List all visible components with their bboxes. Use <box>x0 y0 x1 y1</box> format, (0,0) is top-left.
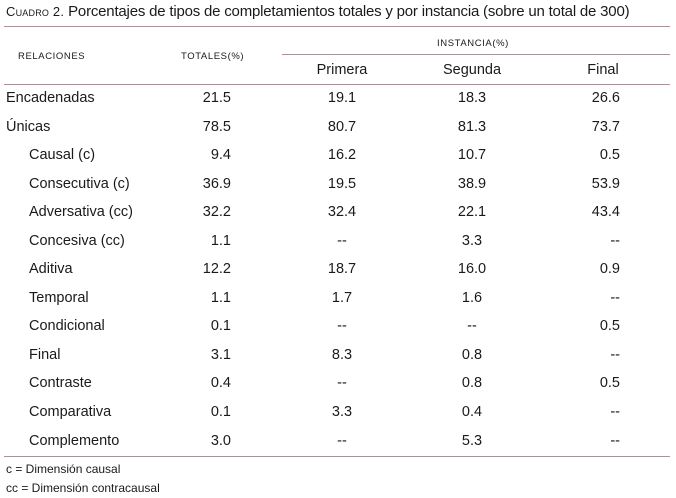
cell-segunda: 18.3 <box>457 90 487 106</box>
cell-total: 21.5 <box>202 90 231 106</box>
row-label: Causal (c) <box>29 147 96 164</box>
cell-segunda: 81.3 <box>457 118 487 135</box>
cell-total: 32.2 <box>202 204 231 221</box>
row-label: Consecutiva (c) <box>29 175 130 192</box>
cell-segunda: 16.0 <box>457 261 487 278</box>
row-label: Adversativa (cc) <box>29 204 133 221</box>
top-rule <box>4 26 670 27</box>
cell-primera: -- <box>337 375 347 392</box>
caption-label: Cuadro 2. <box>6 4 65 19</box>
cell-total: 78.5 <box>202 118 231 135</box>
cell-primera: -- <box>337 232 347 249</box>
table-row: Causal (c) 9.4 16.2 10.7 0.5 <box>0 143 676 172</box>
header-instancia: Instancia(%) <box>437 38 509 49</box>
cell-final: 53.9 <box>591 175 620 192</box>
table-row: Consecutiva (c) 36.9 19.5 38.9 53.9 <box>0 172 676 201</box>
table-row: Final 3.1 8.3 0.8 -- <box>0 343 676 372</box>
cell-segunda: 5.3 <box>461 432 483 449</box>
caption-text: Porcentajes de tipos de completamientos … <box>64 3 630 20</box>
header-relaciones: Relaciones <box>18 51 86 62</box>
instancia-rule <box>282 54 670 55</box>
cell-primera: -- <box>337 318 347 335</box>
table-row: Temporal 1.1 1.7 1.6 -- <box>0 286 676 315</box>
cell-final: -- <box>610 432 620 449</box>
cell-final: -- <box>610 346 620 363</box>
table-row: Contraste 0.4 -- 0.8 0.5 <box>0 371 676 400</box>
note-causal: c = Dimensión causal <box>6 462 121 476</box>
cell-total: 9.4 <box>210 147 231 164</box>
header-totales: Totales(%) <box>181 51 245 62</box>
row-label: Concesiva (cc) <box>29 232 125 249</box>
table-row: Concesiva (cc) 1.1 -- 3.3 -- <box>0 229 676 258</box>
cell-segunda: 10.7 <box>457 147 487 164</box>
cell-final: 0.5 <box>599 318 620 335</box>
row-label: Complemento <box>29 432 120 449</box>
table-body: Encadenadas 21.5 19.1 18.3 26.6 Únicas 7… <box>0 86 676 457</box>
cell-total: 0.1 <box>210 404 231 421</box>
cell-segunda: 38.9 <box>457 175 487 192</box>
cell-final: 0.5 <box>599 147 620 164</box>
cell-primera: 18.7 <box>327 261 357 278</box>
cell-total: 3.1 <box>210 346 231 363</box>
cell-total: 0.4 <box>210 375 231 392</box>
cell-primera: 1.7 <box>331 289 353 306</box>
row-label: Condicional <box>29 318 105 335</box>
cell-segunda: 0.4 <box>461 404 483 421</box>
cell-final: 43.4 <box>591 204 620 221</box>
cell-segunda: 22.1 <box>457 204 487 221</box>
row-label: Únicas <box>6 118 51 135</box>
cell-final: 0.5 <box>599 375 620 392</box>
cell-final: 0.9 <box>599 261 620 278</box>
cell-primera: 19.5 <box>327 175 357 192</box>
table-caption: Cuadro 2. Porcentajes de tipos de comple… <box>6 3 630 20</box>
header-primera: Primera <box>316 62 368 78</box>
cell-primera: 3.3 <box>331 404 353 421</box>
row-label: Contraste <box>29 375 92 392</box>
row-label: Encadenadas <box>6 90 95 106</box>
table-row: Complemento 3.0 -- 5.3 -- <box>0 429 676 458</box>
table-row: Condicional 0.1 -- -- 0.5 <box>0 314 676 343</box>
cell-total: 12.2 <box>202 261 231 278</box>
row-label: Comparativa <box>29 404 112 421</box>
cell-segunda: 0.8 <box>461 375 483 392</box>
cell-total: 3.0 <box>210 432 231 449</box>
cell-total: 0.1 <box>210 318 231 335</box>
table-row: Encadenadas 21.5 19.1 18.3 26.6 <box>0 86 676 115</box>
table-row: Adversativa (cc) 32.2 32.4 22.1 43.4 <box>0 200 676 229</box>
cell-segunda: 3.3 <box>461 232 483 249</box>
cell-primera: 19.1 <box>327 90 357 106</box>
cell-final: 26.6 <box>591 90 620 106</box>
note-contracausal: cc = Dimensión contracausal <box>6 481 160 495</box>
cell-segunda: 1.6 <box>461 289 483 306</box>
cell-segunda: -- <box>467 318 477 335</box>
cell-total: 1.1 <box>210 232 231 249</box>
row-label: Final <box>29 346 61 363</box>
cell-primera: 32.4 <box>327 204 357 221</box>
cell-final: 73.7 <box>591 118 620 135</box>
table-notes: c = Dimensión causal cc = Dimensión cont… <box>6 460 160 498</box>
cell-primera: 16.2 <box>327 147 357 164</box>
cell-primera: 80.7 <box>327 118 357 135</box>
header-rule <box>4 84 670 85</box>
bottom-rule <box>4 456 670 457</box>
cell-primera: 8.3 <box>331 346 353 363</box>
cell-final: -- <box>610 404 620 421</box>
cell-final: -- <box>610 232 620 249</box>
cell-total: 1.1 <box>210 289 231 306</box>
cell-segunda: 0.8 <box>461 346 483 363</box>
row-label: Aditiva <box>29 261 73 278</box>
cell-total: 36.9 <box>202 175 231 192</box>
table-row: Comparativa 0.1 3.3 0.4 -- <box>0 400 676 429</box>
table-row: Únicas 78.5 80.7 81.3 73.7 <box>0 115 676 144</box>
header-segunda: Segunda <box>442 62 502 78</box>
table-row: Aditiva 12.2 18.7 16.0 0.9 <box>0 257 676 286</box>
cell-final: -- <box>610 289 620 306</box>
row-label: Temporal <box>29 289 89 306</box>
cell-primera: -- <box>337 432 347 449</box>
header-final: Final <box>587 62 619 78</box>
